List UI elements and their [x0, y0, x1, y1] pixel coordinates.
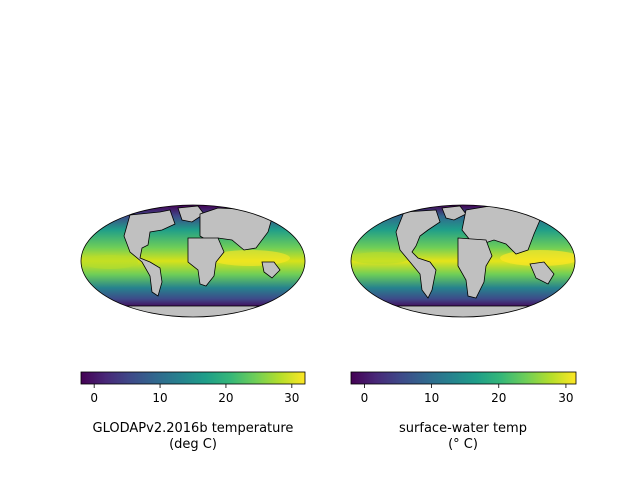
colorbar-model-label-line2: (° C) — [448, 437, 478, 452]
colorbar-glodap-ticks: 0 10 20 30 — [90, 384, 299, 405]
australia — [261, 261, 281, 279]
colorbar-tick-label: 0 — [90, 391, 98, 405]
colorbar-tick-label: 30 — [558, 391, 573, 405]
australia — [529, 261, 555, 285]
colorbar-tick-label: 10 — [152, 391, 167, 405]
map-outline — [350, 204, 576, 318]
colorbar-model: 0 10 20 30 surface-water temp (° C) — [350, 371, 577, 452]
colorbar-tick-label: 20 — [218, 391, 233, 405]
antarctica — [81, 305, 305, 317]
colorbar-tick-label: 0 — [361, 391, 369, 405]
land-model — [351, 205, 575, 317]
americas — [123, 209, 176, 297]
colorbar-glodap: 0 10 20 30 GLODAPv2.2016b temperature (deg … — [80, 371, 306, 452]
colorbar-model-bar — [350, 371, 577, 385]
africa — [187, 237, 225, 287]
colorbar-tick-label: 30 — [284, 391, 299, 405]
map-panel-glodap — [80, 204, 306, 318]
greenland — [441, 205, 467, 221]
antarctica — [351, 305, 575, 317]
africa — [457, 237, 493, 299]
colorbar-tick-label: 20 — [491, 391, 506, 405]
colorbar-glodap-label-line2: (deg C) — [169, 437, 217, 452]
ocean-field-model — [351, 205, 575, 317]
map-outline — [80, 204, 306, 318]
colorbar-model-ticks: 0 10 20 30 — [361, 384, 574, 405]
colorbar-tick-label: 10 — [424, 391, 439, 405]
americas — [395, 209, 441, 299]
greenland — [177, 205, 205, 223]
colorbar-glodap-label-line1: GLODAPv2.2016b temperature — [93, 421, 294, 436]
colorbar-glodap-bar — [80, 371, 306, 385]
map-panel-model — [350, 204, 576, 318]
colorbar-model-label-line1: surface-water temp — [399, 421, 527, 436]
